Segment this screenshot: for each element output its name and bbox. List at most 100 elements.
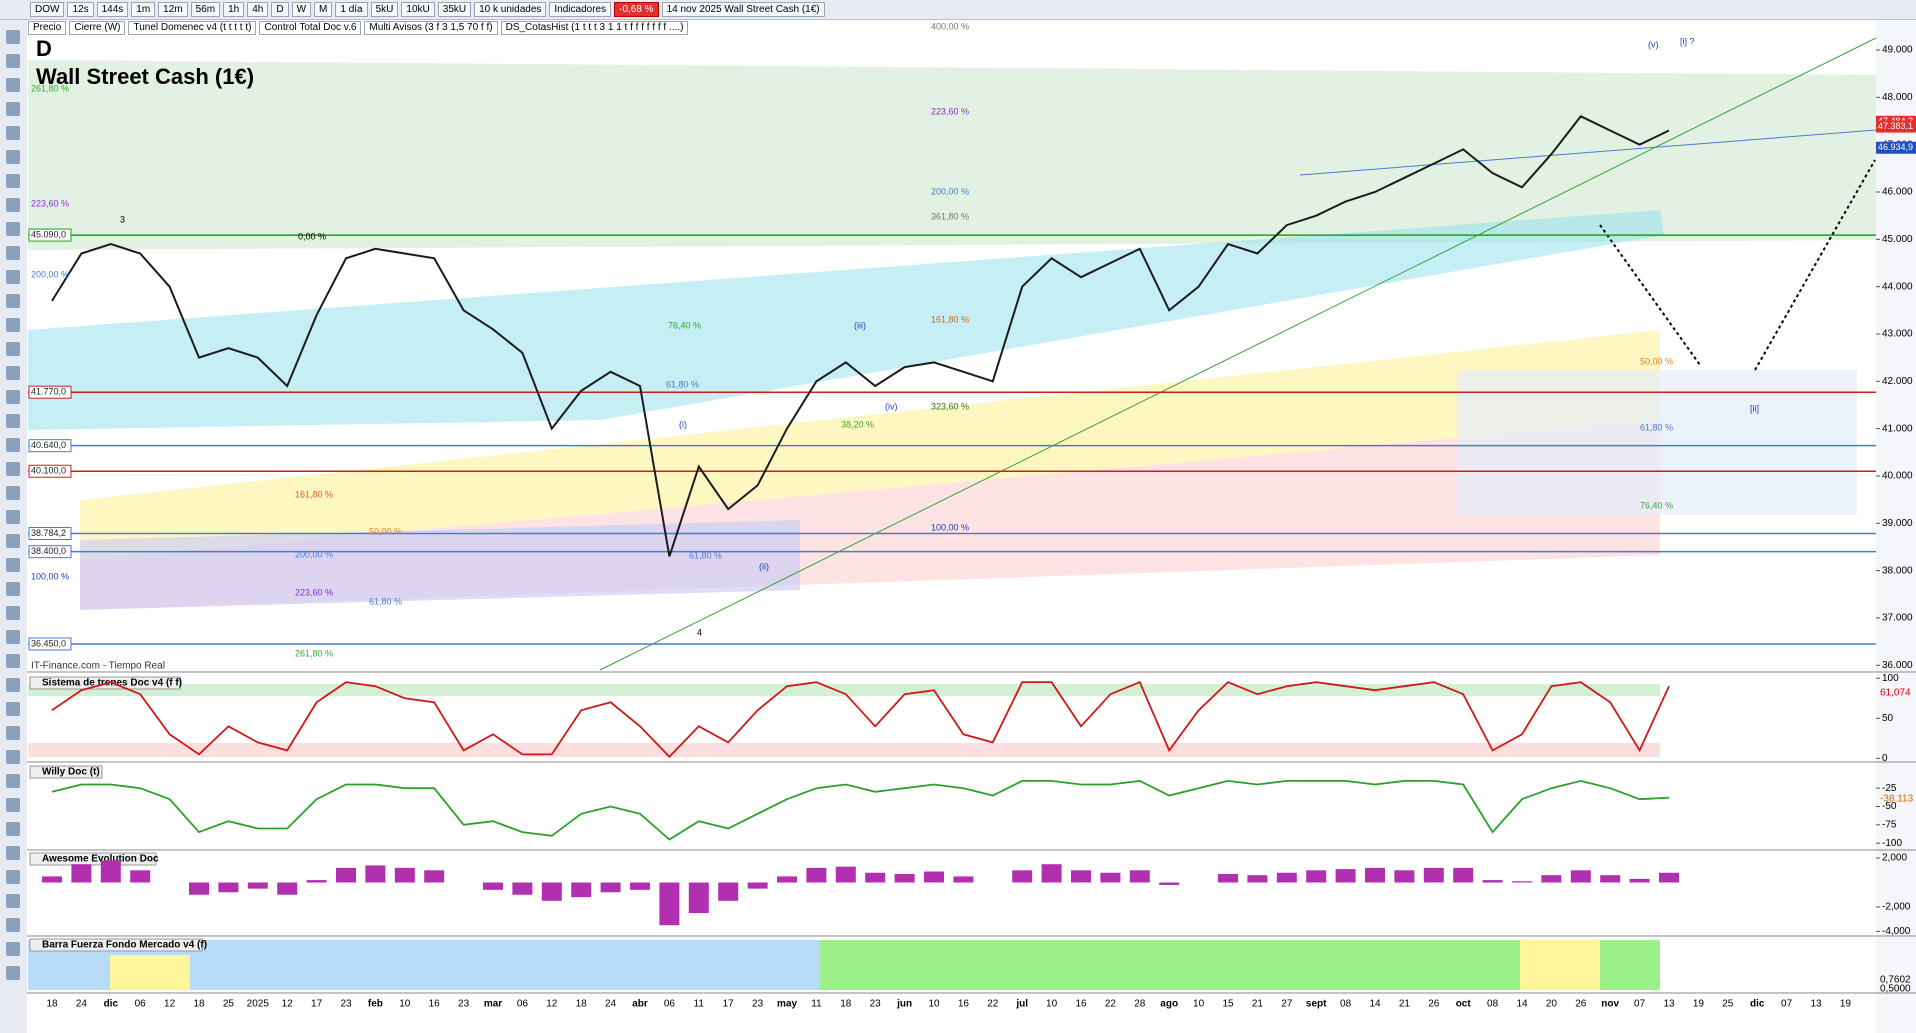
bar (865, 872, 886, 883)
interval-button[interactable]: M (314, 2, 333, 17)
x-tick-label: 18 (193, 999, 205, 1010)
change: -0,68 % (614, 2, 659, 17)
barra-fill (1520, 940, 1600, 990)
level-label-box (28, 385, 72, 399)
bar (71, 864, 92, 883)
level-label: 45.090,0 (31, 229, 66, 239)
interval-button[interactable]: 1h (223, 2, 245, 17)
unit-button[interactable]: 35kU (437, 2, 472, 17)
period[interactable]: 1 día (335, 2, 368, 17)
study[interactable]: Control Total Doc v.6 (259, 21, 362, 35)
panel-title-box (29, 852, 157, 866)
annotation: 223,60 % (295, 587, 333, 597)
barra-fill (110, 955, 190, 990)
study[interactable]: Multi Avisos (3 f 3 1,5 70 f f) (364, 21, 498, 35)
bar (1512, 881, 1532, 883)
bar (277, 882, 298, 895)
bar (1041, 864, 1062, 883)
x-tick-label: 14 (1369, 999, 1381, 1010)
interval-button[interactable]: 144s (96, 2, 129, 17)
x-tick-label: 18 (46, 999, 58, 1010)
toolbar: DOW 12s 144s 1m 12m 56m 1h 4h D W M 1 día 5kU 10kU 35k… (0, 0, 1916, 20)
bar (424, 870, 445, 883)
interval-button[interactable]: 12m (158, 2, 188, 17)
interval-button[interactable]: 1m (131, 2, 156, 17)
annotation: 76,40 % (1640, 500, 1673, 510)
annotation: (v) (1648, 39, 1659, 49)
unit-select[interactable]: 10 k unidades (474, 2, 547, 17)
interval-button[interactable]: 56m (190, 2, 221, 17)
source: IT-Finance.com - Tiempo Real (31, 661, 165, 672)
y-tick-label: -4,000 (1882, 926, 1911, 937)
bar (1159, 882, 1180, 885)
interval-button[interactable]: 12s (67, 2, 94, 17)
y-tick-label: 36.000 (1882, 660, 1913, 671)
level-label-box (28, 439, 72, 453)
bar (1012, 870, 1033, 883)
x-tick-label: 17 (311, 999, 323, 1010)
x-tick-label: 20 (1546, 999, 1558, 1010)
interval-button[interactable]: D (271, 2, 289, 17)
x-tick-label: 19 (1693, 999, 1705, 1010)
y-tick-label: 44.000 (1882, 281, 1913, 292)
x-tick-label: 15 (1222, 999, 1234, 1010)
bar (100, 860, 121, 883)
x-tick-label: 17 (723, 999, 735, 1010)
annotation: [ii] (1750, 403, 1759, 413)
study[interactable]: DS_CotasHist (1 t t t 3 1 1 t f f f f f … (500, 21, 689, 35)
series-line (51, 681, 1670, 759)
interval-button[interactable]: 4h (247, 2, 269, 17)
study[interactable]: Tunel Domenec v4 (t t t t t) (128, 21, 257, 35)
bar (541, 882, 562, 901)
x-tick-label: may (777, 999, 797, 1010)
unit-button[interactable]: 5kU (370, 2, 399, 17)
x-tick-label: 23 (870, 999, 882, 1010)
annotation: 50,00 % (369, 526, 402, 536)
x-tick-label: 07 (1781, 999, 1793, 1010)
x-tick-label: oct (1456, 999, 1472, 1010)
level-label-box (28, 545, 72, 559)
tool-icon (6, 630, 20, 644)
study[interactable]: Cierre (W) (69, 21, 126, 35)
interval-button[interactable]: W (291, 2, 312, 17)
bar (42, 876, 62, 883)
y-tick-label: -75 (1882, 819, 1897, 830)
tool-icon (6, 198, 20, 212)
tool-icon (6, 654, 20, 668)
x-tick-label: sept (1306, 999, 1327, 1010)
level-label: 38.400,0 (31, 546, 66, 556)
y-tick-label: 43.000 (1882, 329, 1913, 340)
x-tick-label: 10 (1193, 999, 1205, 1010)
bar (483, 882, 503, 890)
projection (1599, 224, 1701, 366)
y-tick-label: 49.000 (1882, 45, 1913, 56)
annotation: 161,80 % (931, 314, 969, 324)
x-tick-label: dic (1750, 999, 1765, 1010)
level-label-box (28, 228, 72, 242)
bar (1629, 878, 1650, 883)
annotation: 4 (697, 627, 702, 637)
annotation: (i) (679, 419, 687, 429)
tool-icon (6, 918, 20, 932)
unit-button[interactable]: 10kU (401, 2, 435, 17)
y-tick-label: 38.000 (1882, 565, 1913, 576)
x-tick-label: 19 (1840, 999, 1852, 1010)
zone (28, 210, 1664, 430)
study[interactable]: Precio (28, 21, 67, 35)
chart-title: Wall Street Cash (1€) (36, 64, 254, 89)
x-tick-label: 10 (399, 999, 411, 1010)
annotation: 200,00 % (295, 549, 333, 559)
bar (1423, 867, 1444, 883)
x-tick-label: 10 (928, 999, 940, 1010)
indicators-button[interactable]: Indicadores (549, 2, 612, 17)
symbol[interactable]: DOW (30, 2, 65, 17)
price-tag: 46.934,9 (1878, 142, 1913, 152)
x-tick-label: 16 (958, 999, 970, 1010)
tool-icon (6, 678, 20, 692)
annotation: 61,80 % (369, 596, 402, 606)
bar (1100, 872, 1121, 883)
tool-icon (6, 510, 20, 524)
y-tick-label: 100 (1882, 673, 1899, 684)
